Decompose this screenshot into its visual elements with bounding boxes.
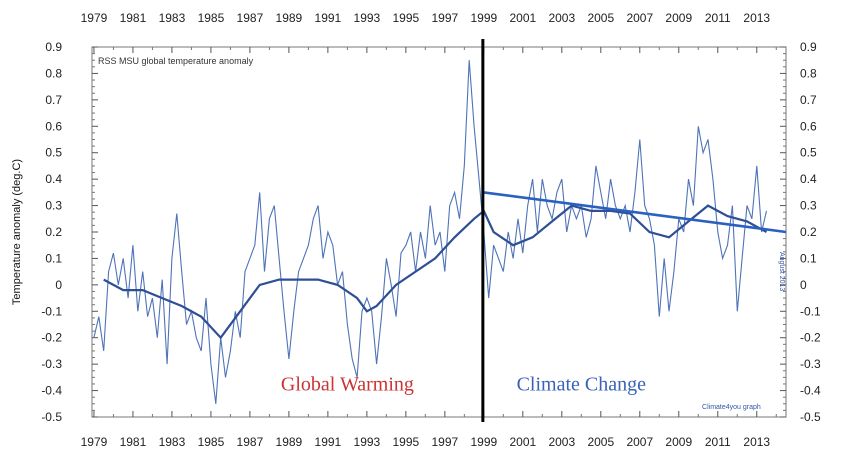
x-tick-label-top: 1989 bbox=[276, 11, 303, 25]
y-tick-label-right: 0.8 bbox=[800, 66, 817, 80]
x-tick-label-top: 2009 bbox=[665, 11, 692, 25]
series-line-running-mean bbox=[103, 204, 768, 340]
x-tick-label-bottom: 1993 bbox=[354, 435, 381, 449]
y-tick-label-left: -0.4 bbox=[41, 384, 62, 398]
annotation-date-note: August 2013 bbox=[778, 252, 785, 291]
series-line-monthly bbox=[93, 60, 768, 404]
x-tick-label-bottom: 1991 bbox=[315, 435, 342, 449]
x-tick-label-bottom: 2011 bbox=[705, 435, 731, 449]
y-tick-label-right: -0.5 bbox=[800, 410, 821, 424]
plot-frame bbox=[91, 46, 787, 418]
x-tick-label-bottom: 1981 bbox=[120, 435, 147, 449]
x-tick-label-top: 1985 bbox=[198, 11, 225, 25]
y-tick-label-left: 0.9 bbox=[45, 40, 62, 54]
x-tick-label-bottom: 2005 bbox=[587, 435, 614, 449]
x-tick-labels-bottom: 1979 1981 1983 1985 1987 1989 1991 1993 1995 1997… bbox=[81, 435, 771, 449]
x-tick-label-top: 2013 bbox=[743, 11, 770, 25]
tick-marks bbox=[92, 46, 786, 418]
series-layer bbox=[93, 60, 787, 404]
x-tick-label-top: 2005 bbox=[587, 11, 614, 25]
y-tick-labels-right: -0.5 -0.4 -0.3 -0.2 -0.1 0 0.1 0.2 0.3 0.4 0.5 0.6 0… bbox=[800, 40, 821, 424]
x-tick-label-top: 2001 bbox=[509, 11, 536, 25]
y-tick-label-left: -0.5 bbox=[41, 410, 62, 424]
x-tick-label-top: 1987 bbox=[237, 11, 264, 25]
y-tick-label-left: -0.1 bbox=[41, 304, 62, 318]
series-line-trend-1999-2014 bbox=[483, 191, 787, 234]
y-tick-label-left: 0.6 bbox=[45, 119, 62, 133]
y-tick-label-right: 0.1 bbox=[800, 251, 817, 265]
x-tick-label-bottom: 2007 bbox=[626, 435, 653, 449]
y-tick-labels-left: -0.5 -0.4 -0.3 -0.2 -0.1 0 0.1 0.2 0.3 0.4 0.5 0.6 0… bbox=[41, 40, 62, 424]
annotations: Global Warming Climate Change Climate4you … bbox=[281, 252, 785, 411]
chart-title: RSS MSU global temperature anomaly bbox=[98, 56, 254, 66]
x-tick-label-top: 1999 bbox=[470, 11, 497, 25]
y-tick-label-left: 0.3 bbox=[45, 199, 62, 213]
x-tick-label-top: 1995 bbox=[393, 11, 420, 25]
x-tick-label-bottom: 2013 bbox=[743, 435, 770, 449]
annotation-climate-change: Climate Change bbox=[517, 374, 647, 396]
x-tick-labels-top: 1979 1981 1983 1985 1987 1989 1991 1993 1995 1997… bbox=[81, 11, 771, 25]
x-tick-label-top: 1993 bbox=[354, 11, 381, 25]
y-axis-title: Temperature anomaly (deg.C) bbox=[11, 159, 23, 305]
x-tick-label-bottom: 2009 bbox=[665, 435, 692, 449]
annotation-global-warming: Global Warming bbox=[281, 374, 414, 396]
x-tick-label-bottom: 2001 bbox=[509, 435, 536, 449]
y-tick-label-right: 0.7 bbox=[800, 93, 817, 107]
x-tick-label-top: 1997 bbox=[431, 11, 458, 25]
y-tick-label-right: 0.2 bbox=[800, 225, 817, 239]
x-tick-label-bottom: 1985 bbox=[198, 435, 225, 449]
y-tick-label-right: 0.3 bbox=[800, 199, 817, 213]
y-tick-label-right: -0.3 bbox=[800, 357, 821, 371]
y-tick-label-left: 0.2 bbox=[45, 225, 62, 239]
x-tick-label-bottom: 1997 bbox=[431, 435, 458, 449]
y-tick-label-right: 0.9 bbox=[800, 40, 817, 54]
y-tick-label-right: -0.2 bbox=[800, 331, 821, 345]
annotation-credit: Climate4you graph bbox=[702, 404, 761, 411]
x-tick-label-top: 1991 bbox=[315, 11, 342, 25]
x-tick-label-bottom: 1979 bbox=[81, 435, 108, 449]
y-tick-label-left: 0.5 bbox=[45, 146, 62, 160]
y-tick-label-right: 0.5 bbox=[800, 146, 817, 160]
x-tick-label-top: 2003 bbox=[548, 11, 575, 25]
x-tick-label-top: 2007 bbox=[626, 11, 653, 25]
y-tick-label-left: 0.1 bbox=[45, 251, 62, 265]
x-tick-label-bottom: 1983 bbox=[159, 435, 186, 449]
x-tick-label-bottom: 1987 bbox=[237, 435, 264, 449]
y-tick-label-left: -0.3 bbox=[41, 357, 62, 371]
x-tick-label-bottom: 1995 bbox=[393, 435, 420, 449]
y-tick-label-left: -0.2 bbox=[41, 331, 62, 345]
y-tick-label-left: 0.7 bbox=[45, 93, 62, 107]
x-tick-label-bottom: 1999 bbox=[470, 435, 497, 449]
x-tick-label-top: 1979 bbox=[81, 11, 108, 25]
y-tick-label-left: 0.8 bbox=[45, 66, 62, 80]
y-tick-label-left: 0.4 bbox=[45, 172, 62, 186]
x-tick-label-top: 1983 bbox=[159, 11, 186, 25]
y-tick-label-left: 0 bbox=[55, 278, 62, 292]
x-tick-label-top: 1981 bbox=[120, 11, 147, 25]
x-tick-label-bottom: 2003 bbox=[548, 435, 575, 449]
y-tick-label-right: 0.4 bbox=[800, 172, 817, 186]
y-tick-label-right: -0.1 bbox=[800, 304, 821, 318]
x-tick-label-bottom: 1989 bbox=[276, 435, 303, 449]
y-tick-label-right: -0.4 bbox=[800, 384, 821, 398]
y-tick-label-right: 0 bbox=[800, 278, 807, 292]
y-tick-label-right: 0.6 bbox=[800, 119, 817, 133]
x-tick-label-top: 2011 bbox=[705, 11, 731, 25]
